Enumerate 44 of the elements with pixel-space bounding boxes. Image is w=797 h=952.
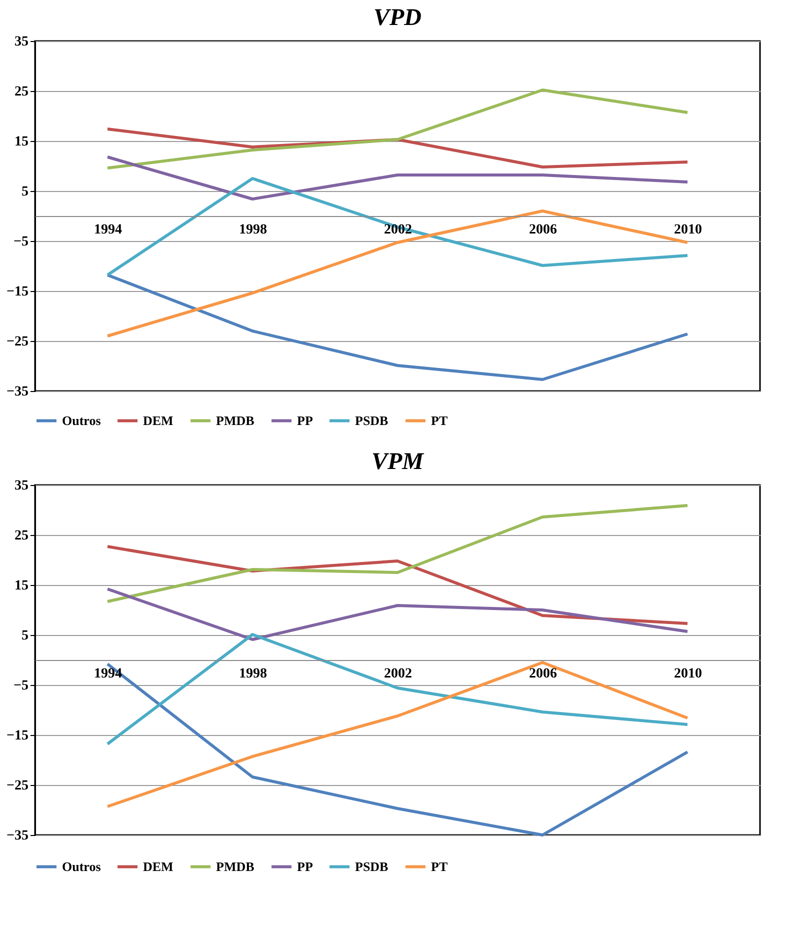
x-tick-label: 2006 bbox=[529, 222, 557, 238]
legend-label: DEM bbox=[143, 412, 174, 428]
y-tick-label: −5 bbox=[14, 678, 28, 694]
y-tick-label: −15 bbox=[6, 284, 28, 300]
x-tick-label: 2002 bbox=[384, 666, 412, 682]
legend-label: DEM bbox=[143, 858, 174, 874]
y-tick-label: −35 bbox=[6, 384, 28, 400]
y-tick-label: −25 bbox=[6, 778, 28, 794]
legend-label: PMDB bbox=[216, 412, 255, 428]
line-series bbox=[106, 88, 689, 170]
y-tick-label: −25 bbox=[6, 334, 28, 350]
line-series bbox=[106, 588, 689, 641]
legend-label: Outros bbox=[62, 858, 101, 874]
chart-title: VPM bbox=[371, 449, 426, 475]
x-tick-label: 2010 bbox=[674, 666, 702, 682]
y-tick-label: 25 bbox=[14, 84, 28, 100]
y-tick-label: 35 bbox=[14, 34, 28, 50]
y-tick-label: 5 bbox=[22, 184, 28, 200]
legend-label: PT bbox=[431, 858, 448, 874]
y-tick-label: 15 bbox=[14, 134, 28, 150]
y-tick-label: −15 bbox=[6, 728, 28, 744]
y-tick-label: 15 bbox=[14, 578, 28, 594]
x-tick-label: 2006 bbox=[529, 666, 557, 682]
x-tick-label: 1998 bbox=[239, 666, 267, 682]
legend-label: PSDB bbox=[355, 858, 389, 874]
y-tick-label: −5 bbox=[14, 234, 28, 250]
legend-label: Outros bbox=[62, 412, 101, 428]
legend-label: PT bbox=[431, 412, 448, 428]
x-tick-label: 1998 bbox=[239, 222, 267, 238]
y-tick-label: −35 bbox=[6, 828, 28, 844]
y-tick-label: 25 bbox=[14, 528, 28, 544]
x-tick-label: 2010 bbox=[674, 222, 702, 238]
chart-title: VPD bbox=[374, 5, 422, 31]
line-series bbox=[106, 504, 689, 603]
x-tick-label: 1994 bbox=[94, 222, 122, 238]
legend-label: PP bbox=[297, 858, 313, 874]
y-tick-label: 35 bbox=[14, 478, 28, 494]
line-series bbox=[106, 274, 689, 381]
legend-label: PSDB bbox=[355, 412, 389, 428]
x-tick-label: 1994 bbox=[94, 666, 122, 682]
line-series bbox=[106, 156, 689, 200]
legend-label: PP bbox=[297, 412, 313, 428]
y-tick-label: 5 bbox=[22, 628, 28, 644]
legend-label: PMDB bbox=[216, 858, 255, 874]
